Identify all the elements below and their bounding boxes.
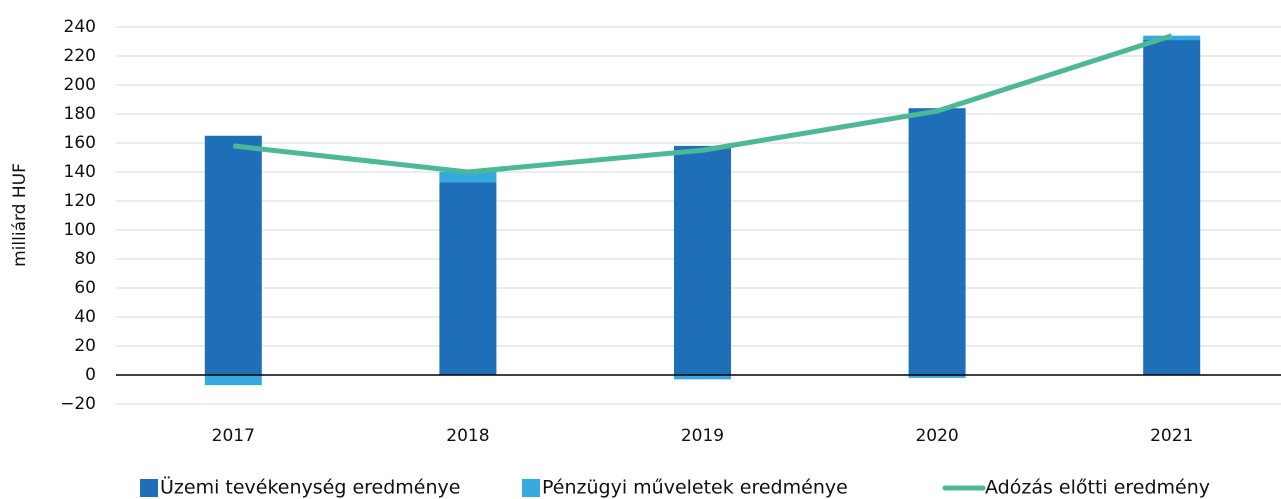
y-tick-label: 140 (64, 162, 96, 182)
legend-label: Adózás előtti eredmény (985, 477, 1210, 499)
legend-swatch (522, 479, 540, 497)
bar (674, 145, 731, 375)
y-tick-label: 0 (85, 365, 96, 385)
y-tick-label: 220 (64, 46, 96, 66)
bar (1143, 40, 1201, 376)
legend-label: Pénzügyi műveletek eredménye (542, 477, 848, 499)
y-tick-label: 60 (74, 278, 96, 298)
y-tick-label: 40 (74, 307, 96, 327)
bar (204, 135, 262, 375)
x-tick-label: 2020 (915, 426, 958, 446)
y-tick-label: 180 (64, 104, 96, 124)
bar (674, 375, 731, 380)
x-tick-label: 2017 (212, 426, 255, 446)
x-tick-label: 2021 (1150, 426, 1193, 446)
bar (439, 172, 497, 183)
y-tick-label: 160 (64, 133, 96, 153)
line (233, 33, 1173, 175)
y-tick-label: 100 (64, 220, 96, 240)
y-tick-label: 200 (64, 75, 96, 95)
y-tick-label: 80 (74, 249, 96, 269)
bar (204, 375, 262, 386)
legend-label: Üzemi tevékenység eredménye (160, 476, 460, 499)
bar (439, 182, 497, 375)
y-tick-label: 20 (74, 336, 96, 356)
y-tick-label: −20 (60, 394, 96, 414)
bar (908, 108, 966, 375)
y-tick-label: 120 (64, 191, 96, 211)
y-axis-label: milliárd HUF (10, 163, 30, 267)
x-tick-label: 2018 (446, 426, 489, 446)
legend-swatch (140, 479, 158, 497)
bar (908, 375, 966, 378)
x-tick-label: 2019 (681, 426, 724, 446)
y-tick-label: 240 (64, 17, 96, 37)
